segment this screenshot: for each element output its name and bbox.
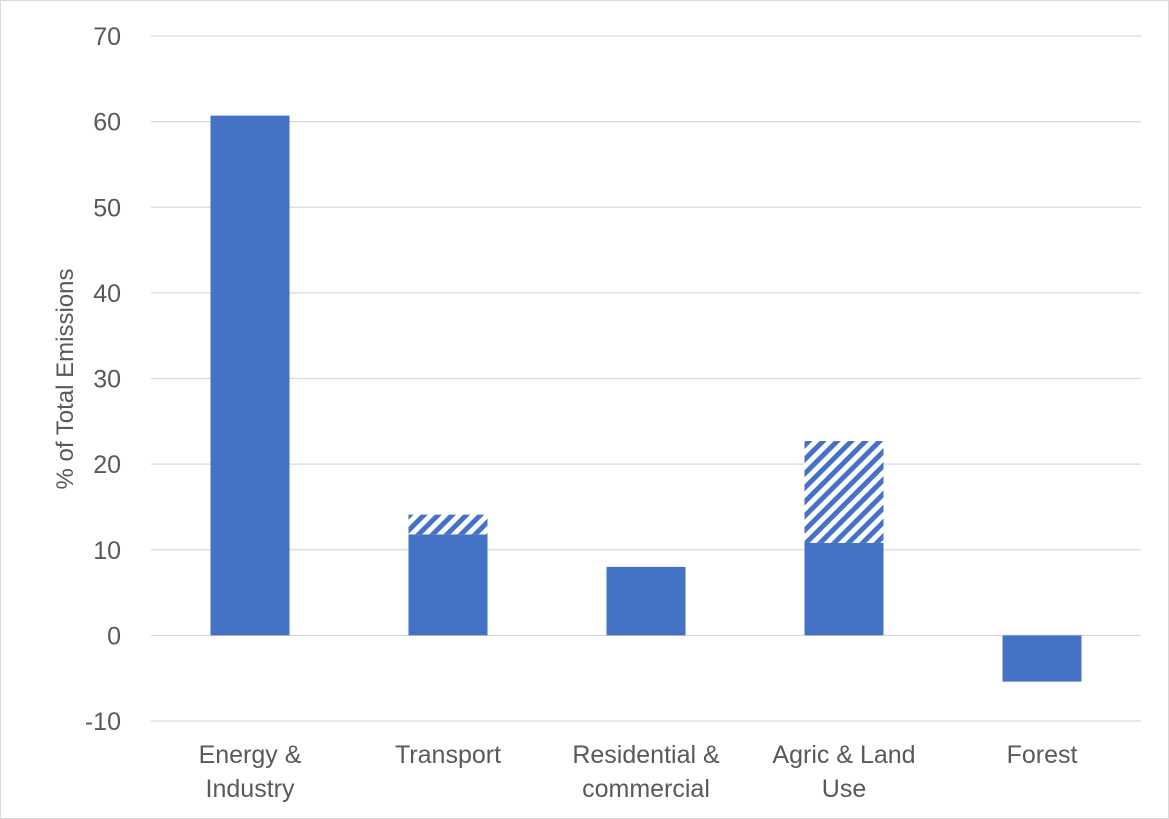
- bar-solid: [210, 115, 290, 636]
- x-category-label: Energy & Industry: [199, 741, 302, 803]
- bar-hatched: [408, 514, 488, 535]
- y-tick-label: 40: [93, 280, 121, 308]
- x-category-label: Residential & commercial: [572, 741, 720, 803]
- y-tick-label: -10: [85, 708, 121, 736]
- y-tick-label: 30: [93, 366, 121, 394]
- x-category-label: Forest: [1007, 741, 1078, 769]
- x-axis-category-labels: Energy & Industry Transport Residential & co…: [199, 741, 1078, 803]
- y-tick-label: 60: [93, 109, 121, 137]
- bar-solid: [804, 542, 884, 636]
- y-tick-label: 10: [93, 537, 121, 565]
- bar-solid: [408, 534, 488, 636]
- bar-hatched: [804, 441, 884, 543]
- y-tick-label: 20: [93, 451, 121, 479]
- bar-solid: [1002, 635, 1082, 682]
- y-axis-title: % of Total Emissions: [52, 269, 79, 490]
- x-category-label: Transport: [395, 741, 501, 769]
- bars: [210, 115, 1082, 682]
- y-tick-label: 50: [93, 194, 121, 222]
- bar-solid: [606, 566, 686, 636]
- gridlines: [151, 35, 1141, 722]
- y-axis-tick-labels: -10 0 10 20 30 40 50 60 70: [85, 23, 121, 736]
- x-category-label: Agric & Land Use: [772, 741, 915, 803]
- y-tick-label: 70: [93, 23, 121, 51]
- y-tick-label: 0: [107, 622, 121, 650]
